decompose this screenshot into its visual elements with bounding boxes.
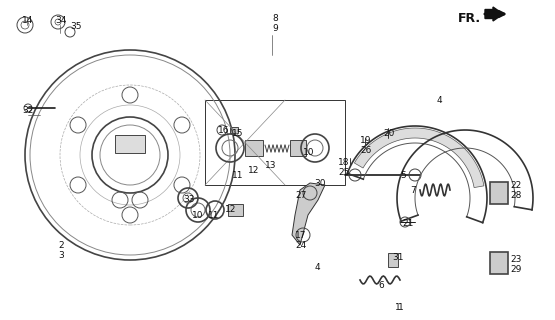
Text: 12: 12 <box>225 205 236 214</box>
Bar <box>228 204 243 216</box>
Bar <box>490 252 508 274</box>
Text: 20: 20 <box>383 129 395 138</box>
Text: 26: 26 <box>360 146 371 155</box>
Text: 9: 9 <box>272 23 278 33</box>
Text: 31: 31 <box>392 253 403 262</box>
Text: FR.: FR. <box>458 12 481 25</box>
Text: 7: 7 <box>410 186 416 195</box>
Bar <box>290 140 306 156</box>
Polygon shape <box>355 128 484 188</box>
Text: 34: 34 <box>55 15 67 25</box>
Text: 14: 14 <box>22 15 33 25</box>
Text: 22: 22 <box>510 180 521 189</box>
Text: 4: 4 <box>437 95 443 105</box>
Bar <box>115 135 145 153</box>
Text: 3: 3 <box>58 251 64 260</box>
Text: 11: 11 <box>232 171 244 180</box>
Text: 6: 6 <box>378 281 384 290</box>
Text: 33: 33 <box>183 196 194 204</box>
Text: 10: 10 <box>303 148 315 156</box>
Text: 4: 4 <box>315 263 321 273</box>
Text: 8: 8 <box>272 13 278 22</box>
Text: 28: 28 <box>510 190 521 199</box>
Polygon shape <box>292 183 325 245</box>
Text: 10: 10 <box>192 211 204 220</box>
Text: 11: 11 <box>208 211 219 220</box>
Bar <box>490 182 508 204</box>
FancyArrow shape <box>485 7 503 21</box>
Text: 25: 25 <box>338 167 350 177</box>
Bar <box>388 253 398 267</box>
Bar <box>245 140 263 156</box>
Text: 17: 17 <box>295 231 306 241</box>
Text: 29: 29 <box>510 266 521 275</box>
Text: 27: 27 <box>295 191 306 201</box>
Text: 30: 30 <box>314 179 325 188</box>
Text: 23: 23 <box>510 255 521 265</box>
Text: 19: 19 <box>360 135 371 145</box>
Text: 18: 18 <box>338 157 350 166</box>
Text: 13: 13 <box>265 161 276 170</box>
Text: 1: 1 <box>398 303 403 313</box>
Text: 24: 24 <box>295 242 306 251</box>
Text: 15: 15 <box>232 129 244 138</box>
Bar <box>230 127 238 133</box>
Text: 12: 12 <box>248 165 259 174</box>
Text: 5: 5 <box>400 171 406 180</box>
Bar <box>205 100 345 185</box>
Text: 32: 32 <box>22 106 33 115</box>
Text: 16: 16 <box>218 125 230 134</box>
Text: 21: 21 <box>402 220 413 228</box>
Text: 2: 2 <box>58 241 64 250</box>
Text: 35: 35 <box>70 21 82 30</box>
Text: 1: 1 <box>395 303 401 313</box>
